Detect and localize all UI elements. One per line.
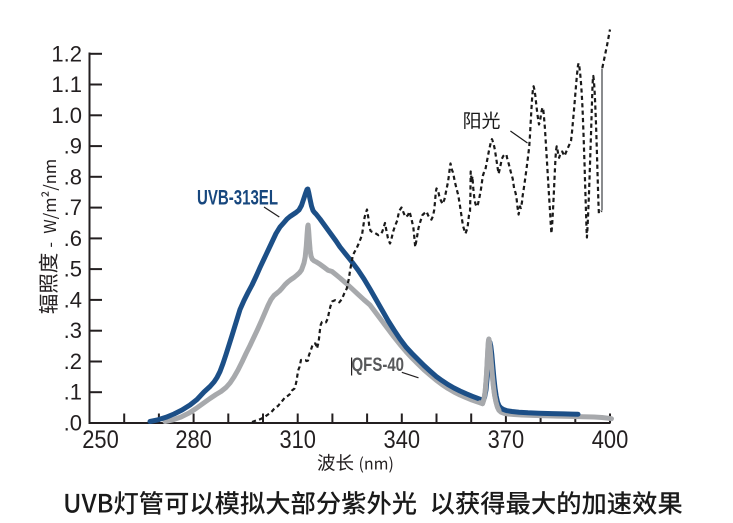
svg-text:.7: .7 [64,195,82,220]
svg-text:.6: .6 [64,226,82,251]
svg-text:1.1: 1.1 [51,72,82,97]
svg-text:280: 280 [175,426,212,454]
svg-text:.8: .8 [64,164,82,189]
svg-text:UVB-313EL: UVB-313EL [197,187,278,210]
svg-text:340: 340 [384,426,421,454]
svg-text:.3: .3 [64,318,82,343]
svg-text:310: 310 [279,426,316,454]
svg-text:QFS-40: QFS-40 [352,355,405,376]
svg-text:.9: .9 [64,134,82,159]
svg-text:1.2: 1.2 [51,41,82,66]
svg-text:.4: .4 [64,287,82,312]
svg-text:.0: .0 [64,411,82,436]
svg-text:250: 250 [82,426,119,454]
svg-text:1.0: 1.0 [51,103,82,128]
svg-text:.1: .1 [64,380,82,405]
svg-text:.2: .2 [64,349,82,374]
svg-text:400: 400 [592,426,629,454]
svg-text:.5: .5 [64,257,82,282]
svg-text:370: 370 [488,426,525,454]
